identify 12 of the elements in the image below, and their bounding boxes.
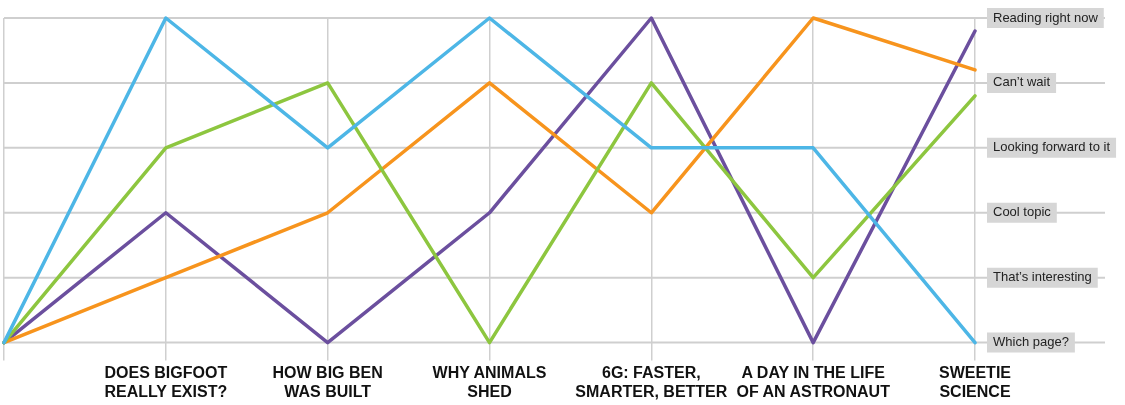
annotation: Cool topic: [993, 204, 1052, 220]
x-tick-label: HOW BIG BEN WAS BUILT: [272, 363, 383, 400]
annotation: Which page?: [992, 334, 1069, 350]
annotation: Looking forward to it: [992, 139, 1111, 155]
annotation: That’s interesting: [993, 269, 1092, 285]
x-tick-label: 6G: FASTER, SMARTER, BETTER: [575, 363, 728, 400]
x-tick-label: DOES BIGFOOT REALLY EXIST?: [104, 363, 228, 400]
x-tick-label: SWEETIE SCIENCE: [938, 363, 1012, 400]
x-tick-label: WHY ANIMALS SHED: [432, 363, 547, 400]
x-tick-label: A DAY IN THE LIFE OF AN ASTRONAUT: [736, 363, 891, 400]
annotation: Can’t wait: [993, 74, 1051, 90]
annotation: Reading right now: [993, 9, 1099, 25]
